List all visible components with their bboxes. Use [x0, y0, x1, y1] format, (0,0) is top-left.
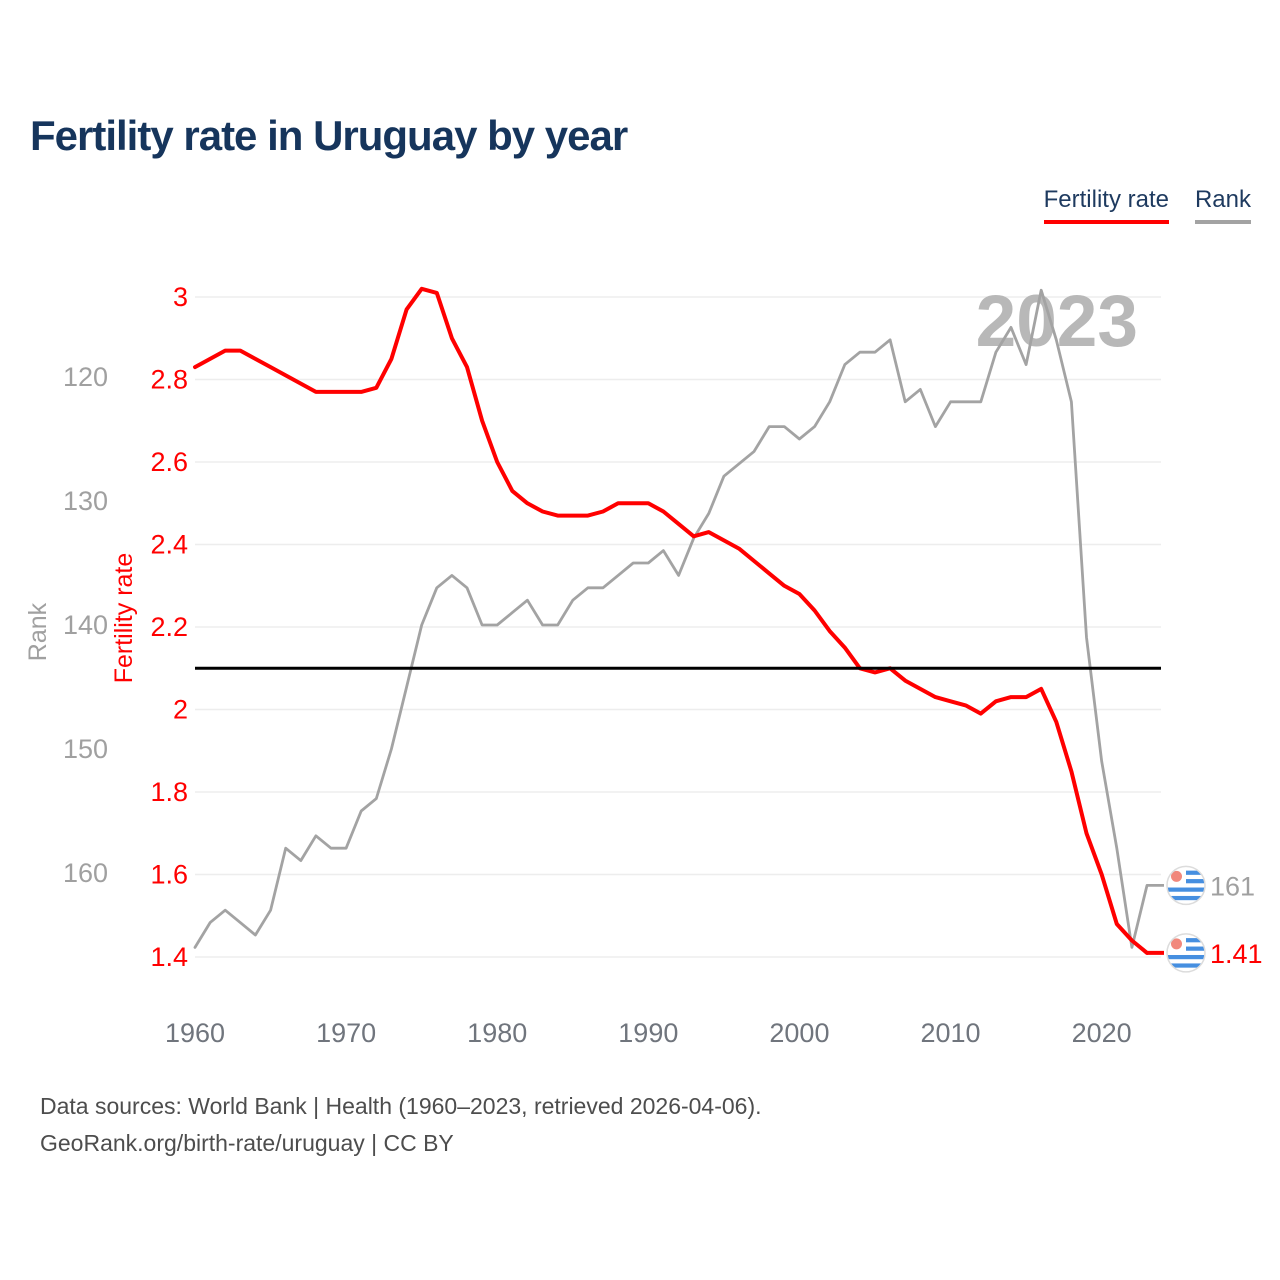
- fertility-tick-label: 2: [173, 695, 188, 725]
- fertility-tick-label: 2.4: [150, 530, 188, 560]
- fertility-tick-label: 3: [173, 282, 188, 312]
- fertility-tick-label: 1.6: [150, 860, 188, 890]
- legend-item-fertility-rate[interactable]: Fertility rate: [1043, 186, 1169, 224]
- fertility-end-label: 1.41: [1210, 939, 1263, 969]
- data-source-note: Data sources: World Bank | Health (1960–…: [40, 1088, 762, 1162]
- x-tick-label: 1970: [316, 1018, 376, 1048]
- footer-line-1: Data sources: World Bank | Health (1960–…: [40, 1093, 762, 1119]
- watermark-year: 2023: [976, 281, 1138, 362]
- rank-tick-label: 130: [63, 486, 108, 516]
- rank-tick-label: 150: [63, 734, 108, 764]
- x-tick-label: 1980: [467, 1018, 527, 1048]
- fertility-tick-label: 2.2: [150, 612, 188, 642]
- fertility-tick-label: 2.6: [150, 447, 188, 477]
- rank-tick-label: 120: [63, 362, 108, 392]
- fertility-tick-label: 1.8: [150, 777, 188, 807]
- x-tick-label: 2000: [769, 1018, 829, 1048]
- rank-line: [193, 288, 1149, 949]
- x-tick-label: 1990: [618, 1018, 678, 1048]
- rank-axis-title: Rank: [24, 602, 52, 661]
- fertility-tick-label: 2.8: [150, 365, 188, 395]
- fertility-tick-label: 1.4: [150, 942, 188, 972]
- x-tick-label: 2010: [921, 1018, 981, 1048]
- fertility-rate-line: [193, 286, 1149, 955]
- rank-tick-label: 140: [63, 610, 108, 640]
- uruguay-flag-icon: [1166, 865, 1206, 906]
- x-tick-label: 1960: [165, 1018, 225, 1048]
- gridlines: [195, 296, 1161, 958]
- page-title: Fertility rate in Uruguay by year: [30, 112, 628, 159]
- axis-ticks: 3 2.8 2.6 2.4 2.2 2 1.8 1.6 1.4 120 130 140 150 160 19…: [63, 282, 1132, 1048]
- uruguay-flag-icon: [1166, 933, 1206, 973]
- legend-item-rank[interactable]: Rank: [1194, 186, 1251, 224]
- footer-line-2: GeoRank.org/birth-rate/uruguay | CC BY: [40, 1130, 454, 1156]
- rank-end-label: 161: [1210, 871, 1255, 901]
- legend: Fertility rate Rank: [1043, 186, 1251, 224]
- rank-tick-label: 160: [63, 858, 108, 888]
- fertility-axis-title: Fertility rate: [110, 553, 138, 684]
- x-tick-label: 2020: [1072, 1018, 1132, 1048]
